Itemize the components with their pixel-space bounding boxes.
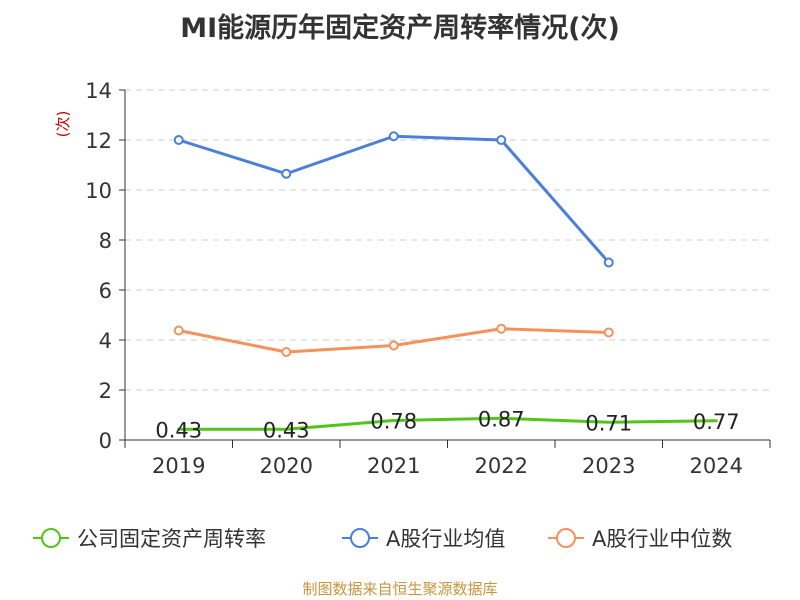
legend-item-industry-median[interactable]: A股行业中位数 <box>548 522 732 554</box>
y-tick-label: 2 <box>99 379 112 403</box>
legend-item-industry-avg[interactable]: A股行业均值 <box>342 522 505 554</box>
y-tick-label: 8 <box>99 229 112 253</box>
data-point-marker <box>281 168 292 179</box>
y-tick-label: 6 <box>99 279 112 303</box>
y-tick-label: 10 <box>85 179 112 203</box>
data-point-marker <box>496 323 507 334</box>
x-tick-label: 2021 <box>367 454 420 478</box>
data-point-marker <box>388 131 399 142</box>
legend-industry-median-marker-icon <box>548 528 584 548</box>
legend-company-marker-icon <box>33 528 69 548</box>
legend-industry-avg-marker-icon <box>342 528 378 548</box>
data-point-marker <box>603 327 614 338</box>
data-label: 0.71 <box>585 411 632 435</box>
chart-title: MI能源历年固定资产周转率情况(次) <box>180 13 620 44</box>
legend-company-label: 公司固定资产周转率 <box>77 527 266 551</box>
x-tick-label: 2019 <box>152 454 205 478</box>
x-tick-label: 2020 <box>260 454 313 478</box>
data-point-marker <box>603 257 614 268</box>
data-label: 0.78 <box>370 410 417 434</box>
data-point-marker <box>173 325 184 336</box>
series-line-0 <box>177 416 718 431</box>
x-tick-label: 2022 <box>475 454 528 478</box>
y-tick-label: 12 <box>85 129 112 153</box>
x-tick-label: 2024 <box>690 454 743 478</box>
y-axis-unit-label: (次) <box>54 111 72 138</box>
series-line-1 <box>177 134 611 264</box>
y-tick-label: 0 <box>99 429 112 453</box>
data-source-note: 制图数据来自恒生聚源数据库 <box>302 580 498 598</box>
legend-item-company[interactable]: 公司固定资产周转率 <box>33 522 266 554</box>
data-point-marker <box>388 340 399 351</box>
y-tick-label: 14 <box>85 79 112 103</box>
data-point-marker <box>281 347 292 357</box>
data-label: 0.43 <box>263 418 310 442</box>
data-label: 0.43 <box>155 418 202 442</box>
x-tick-label: 2023 <box>582 454 635 478</box>
data-label: 0.87 <box>478 407 525 431</box>
legend-industry-avg-label: A股行业均值 <box>386 527 506 551</box>
y-tick-label: 4 <box>99 329 112 353</box>
data-point-marker <box>496 135 507 145</box>
legend-industry-median-label: A股行业中位数 <box>592 527 733 551</box>
legend: 公司固定资产周转率 A股行业均值 A股行业中位数 <box>0 522 800 554</box>
data-label: 0.77 <box>693 410 740 434</box>
data-point-marker <box>173 135 184 145</box>
